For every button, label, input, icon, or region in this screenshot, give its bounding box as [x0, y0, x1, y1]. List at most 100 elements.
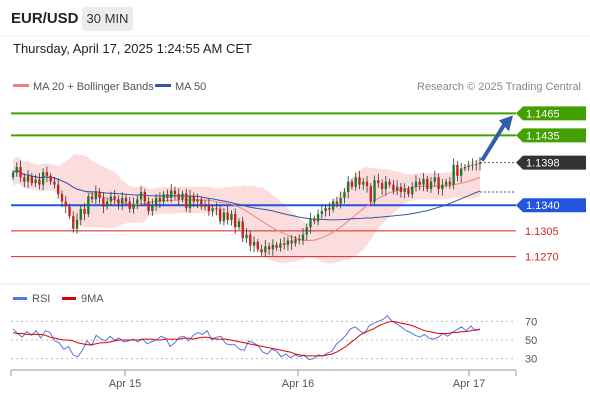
candle-body — [57, 184, 60, 195]
candle-body — [422, 178, 425, 185]
candle-body — [452, 164, 455, 185]
candle-body — [290, 240, 293, 244]
candle-body — [271, 244, 275, 250]
candle-body — [15, 167, 18, 173]
level-label-1.1465: 1.1465 — [526, 108, 560, 120]
candle-body — [147, 201, 150, 212]
candle-body — [380, 183, 384, 190]
rsi-panel: 70 50 30 — [11, 314, 537, 366]
ma50-legend-label: MA 50 — [175, 81, 206, 93]
candle-body — [418, 181, 421, 185]
candle-body — [354, 177, 357, 187]
candle-body — [128, 201, 131, 209]
candle-body — [444, 181, 448, 185]
candle-body — [23, 177, 26, 182]
candle-body — [83, 208, 86, 215]
rsi-legend: RSI 9MA — [13, 293, 104, 305]
candle-body — [411, 186, 414, 195]
candle-body — [75, 219, 79, 229]
candle-body — [105, 201, 109, 207]
candle-body — [64, 201, 67, 207]
candle-body — [313, 218, 316, 222]
level-tag-1.1435 — [516, 128, 586, 143]
levels-layer — [11, 112, 516, 258]
candle-body — [102, 197, 105, 207]
candle-body — [403, 189, 406, 192]
candle-body — [437, 177, 440, 190]
candle-body — [328, 208, 331, 210]
candle-body — [324, 208, 327, 212]
candle-body — [41, 172, 45, 185]
candle-body — [170, 190, 173, 198]
candle-body — [267, 246, 271, 250]
candle-body — [433, 177, 436, 182]
candle-body — [343, 191, 346, 198]
level-tag-1.1398 — [516, 155, 586, 170]
candle-body — [309, 218, 312, 228]
candle-body — [471, 164, 474, 166]
candle-body — [392, 184, 395, 191]
candle-body — [132, 203, 135, 209]
candle-body — [478, 162, 482, 165]
candle-body — [90, 196, 94, 200]
candle-body — [34, 179, 37, 184]
candle-body — [429, 181, 433, 190]
candle-body — [475, 164, 478, 166]
candle-body — [203, 205, 207, 207]
candle-body — [350, 181, 354, 187]
level-tag-1.1465 — [516, 106, 586, 121]
candle-body — [365, 181, 369, 187]
candle-body — [282, 243, 286, 245]
rsi-legend-label: RSI — [32, 293, 50, 305]
candle-body — [298, 239, 301, 241]
candle-body — [200, 199, 203, 207]
copyright-text: Research © 2025 Trading Central — [417, 81, 581, 93]
candle-body — [467, 165, 470, 167]
level-label-1.1270: 1.1270 — [525, 252, 559, 264]
candle-body — [252, 241, 256, 246]
candle-body — [347, 181, 350, 192]
candle-body — [414, 181, 418, 187]
candle-body — [260, 249, 263, 253]
main-legend: MA 20 + Bollinger Bands MA 50 Research ©… — [13, 81, 581, 93]
candle-body — [177, 194, 180, 200]
ma20-line — [12, 169, 481, 242]
candle-body — [207, 205, 211, 212]
x-tick-label: Apr 15 — [109, 378, 141, 390]
candle-body — [456, 164, 459, 176]
candle-body — [234, 214, 237, 228]
candle-body — [320, 211, 323, 215]
level-labels-layer: 1.1465 1.1435 1.1398 1.1340 1.1305 1.1270 — [516, 106, 586, 264]
candle-body — [395, 186, 399, 191]
candle-body — [79, 208, 82, 220]
level-label-1.1435: 1.1435 — [526, 130, 560, 142]
candle-body — [68, 206, 71, 217]
candle-body — [196, 199, 199, 202]
chart-header: EUR/USD 30 MIN — [0, 0, 590, 36]
candle-body — [369, 186, 372, 202]
candle-body — [121, 197, 124, 204]
rsi-ma9-line — [12, 320, 480, 357]
ma9-swatch — [62, 297, 76, 300]
candle-body — [26, 175, 30, 182]
x-tick-label: Apr 17 — [453, 378, 485, 390]
candle-body — [113, 196, 116, 200]
candle-body — [98, 191, 101, 198]
candle-body — [305, 227, 308, 235]
candle-body — [30, 175, 33, 184]
candle-body — [136, 199, 139, 204]
candle-body — [275, 244, 278, 248]
candle-body — [399, 186, 403, 192]
candle-body — [441, 184, 444, 190]
ma9-legend-label: 9MA — [81, 293, 104, 305]
rsi-tick-50: 50 — [525, 335, 537, 347]
candle-body — [154, 197, 158, 206]
pair-title: EUR/USD — [11, 10, 79, 27]
candle-body — [230, 214, 233, 220]
candle-body — [143, 191, 146, 202]
timeframe-badge[interactable]: 30 MIN — [82, 7, 133, 31]
candle-body — [109, 196, 113, 202]
candle-body — [45, 172, 49, 176]
rsi-tick-30: 30 — [525, 354, 537, 366]
